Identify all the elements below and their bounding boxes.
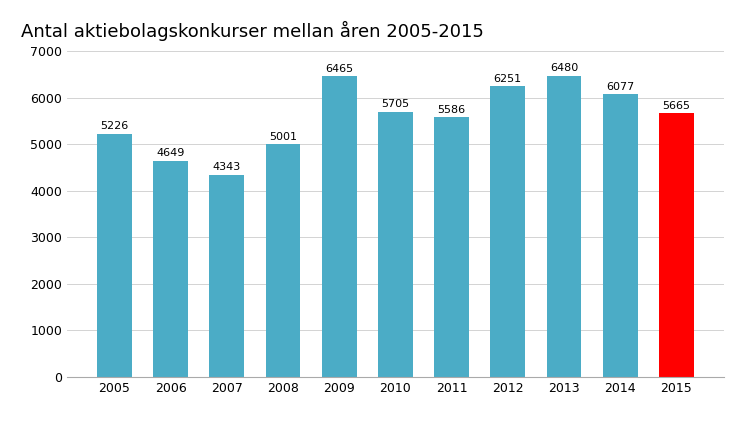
Bar: [378, 112, 413, 377]
Bar: [547, 75, 581, 377]
Bar: [153, 160, 188, 377]
Text: 6480: 6480: [550, 63, 578, 73]
Bar: [659, 113, 694, 377]
Bar: [603, 94, 638, 377]
Text: 5665: 5665: [662, 101, 690, 111]
Bar: [97, 134, 132, 377]
Bar: [210, 175, 244, 377]
Text: 5001: 5001: [269, 132, 297, 142]
Bar: [490, 86, 525, 377]
Text: 6251: 6251: [494, 74, 522, 83]
Text: Antal aktiebolagskonkurser mellan åren 2005-2015: Antal aktiebolagskonkurser mellan åren 2…: [21, 21, 484, 42]
Text: 5705: 5705: [381, 99, 410, 109]
Text: 5586: 5586: [437, 104, 466, 115]
Text: 6465: 6465: [325, 64, 354, 74]
Bar: [266, 144, 301, 377]
Bar: [434, 117, 469, 377]
Text: 4343: 4343: [213, 162, 241, 172]
Text: 6077: 6077: [606, 82, 634, 92]
Text: 4649: 4649: [157, 148, 185, 158]
Text: 5226: 5226: [100, 121, 128, 131]
Bar: [322, 76, 357, 377]
